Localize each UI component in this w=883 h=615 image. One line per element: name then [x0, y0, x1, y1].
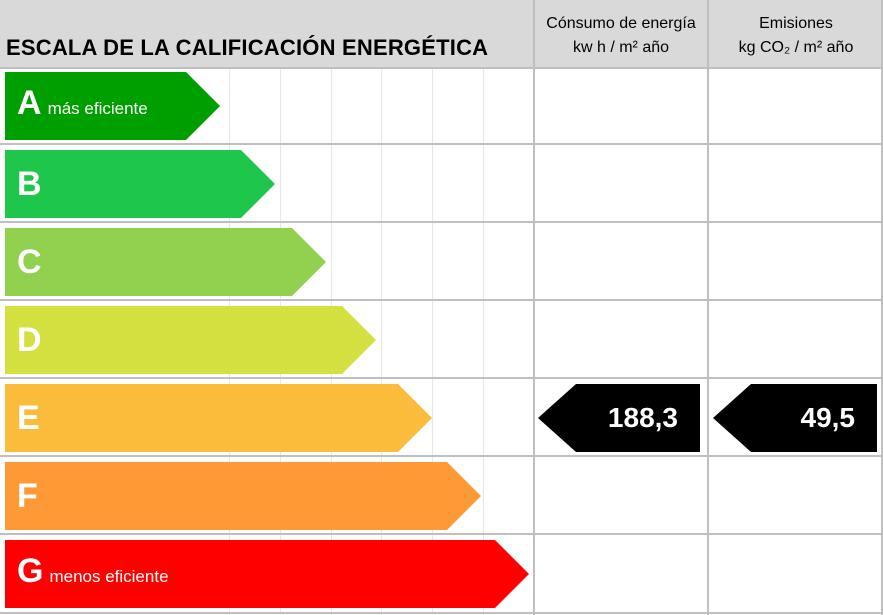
grid-line	[0, 533, 883, 535]
grid-line	[0, 612, 883, 614]
rating-arrow-c: C	[5, 228, 326, 296]
rating-arrow-b: B	[5, 150, 275, 218]
grid-line	[881, 0, 883, 615]
grid-line	[0, 377, 883, 379]
consumo-value-pointer: 188,3	[538, 384, 700, 452]
scale-title: ESCALA DE LA CALIFICACIÓN ENERGÉTICA	[6, 35, 489, 60]
grid-line	[707, 0, 709, 615]
header-emisiones-cell: Emisiones kg CO₂ / m² año	[709, 0, 883, 69]
rating-note-most-efficient: más eficiente	[47, 99, 148, 118]
grid-guide	[483, 69, 484, 615]
grid-line	[0, 299, 883, 301]
consumo-header-label: Cónsumo de energía	[546, 15, 696, 32]
header-consumo-cell: Cónsumo de energía kw h / m² año	[535, 0, 707, 69]
rating-letter-f: F	[17, 477, 38, 515]
grid-line	[0, 143, 883, 145]
emisiones-value-pointer: 49,5	[713, 384, 877, 452]
rating-letter-e: E	[17, 399, 40, 437]
emisiones-header: Emisiones kg CO₂ / m² año	[709, 12, 883, 60]
rating-note-least-efficient: menos eficiente	[49, 567, 169, 586]
emisiones-header-unit: kg CO₂ / m² año	[738, 39, 854, 56]
rating-arrow-e: E	[5, 384, 432, 452]
emisiones-header-label: Emisiones	[759, 15, 833, 32]
rating-arrow-f: F	[5, 462, 481, 530]
grid-line	[533, 0, 535, 615]
rating-letter-b: B	[17, 165, 42, 203]
header-title-cell: ESCALA DE LA CALIFICACIÓN ENERGÉTICA	[0, 0, 533, 69]
rating-letter-d: D	[17, 321, 42, 359]
grid-guide	[381, 69, 382, 615]
grid-line	[0, 455, 883, 457]
consumo-header: Cónsumo de energía kw h / m² año	[535, 12, 707, 60]
rating-arrow-d: D	[5, 306, 376, 374]
emisiones-value: 49,5	[800, 402, 856, 433]
grid-guide	[432, 69, 433, 615]
consumo-header-unit: kw h / m² año	[572, 39, 670, 56]
rating-letter-c: C	[17, 243, 42, 281]
grid-line	[0, 221, 883, 223]
consumo-value: 188,3	[607, 402, 678, 433]
